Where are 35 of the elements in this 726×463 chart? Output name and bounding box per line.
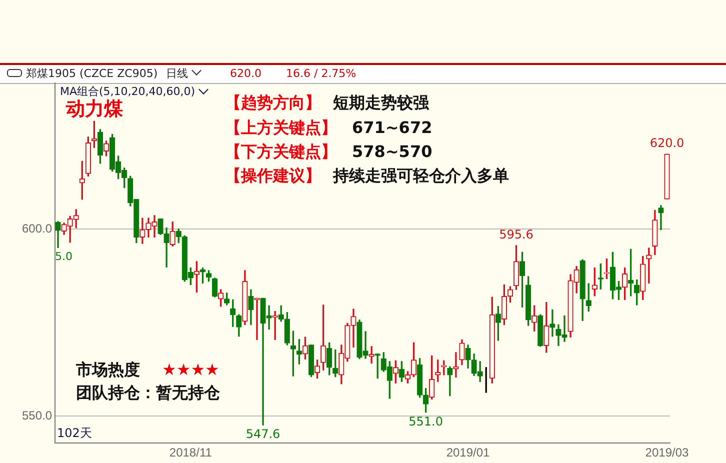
candlestick [447,366,453,396]
x-tick-label: 2019/03 [645,446,689,460]
annotation: 547.6 [246,427,280,442]
annotation: 578~570 [352,142,432,161]
annotation: 【趋势方向】 [225,93,321,112]
annotation: 【操作建议】 [225,166,321,185]
annotation: 市场热度 [76,360,140,379]
annotation: 【下方关键点】 [225,142,337,161]
candlestick [658,205,664,230]
annotation: 551.0 [408,414,443,428]
annotation: 595.6 [499,228,534,242]
annotation: 5.0 [55,250,72,263]
annotation: 持续走强可轻仓介入多单 [333,166,509,185]
annotation: 620.0 [650,136,684,150]
annotation: 短期走势较强 [333,93,429,112]
y-tick-label: 600.0 [22,221,52,236]
text: 16.6 / 2.75% [286,67,356,80]
candlestick [350,308,356,348]
candlestick [272,310,278,340]
x-tick-label: 2018/11 [169,446,212,460]
annotation: 动力煤 [66,98,123,120]
annotation: 102天 [57,426,92,440]
annotation: MA组合(5,10,20,40,60,0) [60,85,196,98]
annotation: 团队持仓：暂无持仓 [76,383,220,402]
text: 郑煤1905 (CZCE ZC905) [26,67,158,80]
candlestick [254,298,260,340]
x-tick-label: 2019/01 [446,446,490,460]
text: 620.0 [230,67,262,80]
annotation: 【上方关键点】 [225,118,337,137]
candlestick [368,346,374,364]
annotation: 671~672 [352,118,432,137]
text: 日线 [166,67,188,80]
y-tick-label: 550.0 [22,408,52,422]
candlestick [550,309,556,337]
annotation: ★★★★ [162,360,220,379]
